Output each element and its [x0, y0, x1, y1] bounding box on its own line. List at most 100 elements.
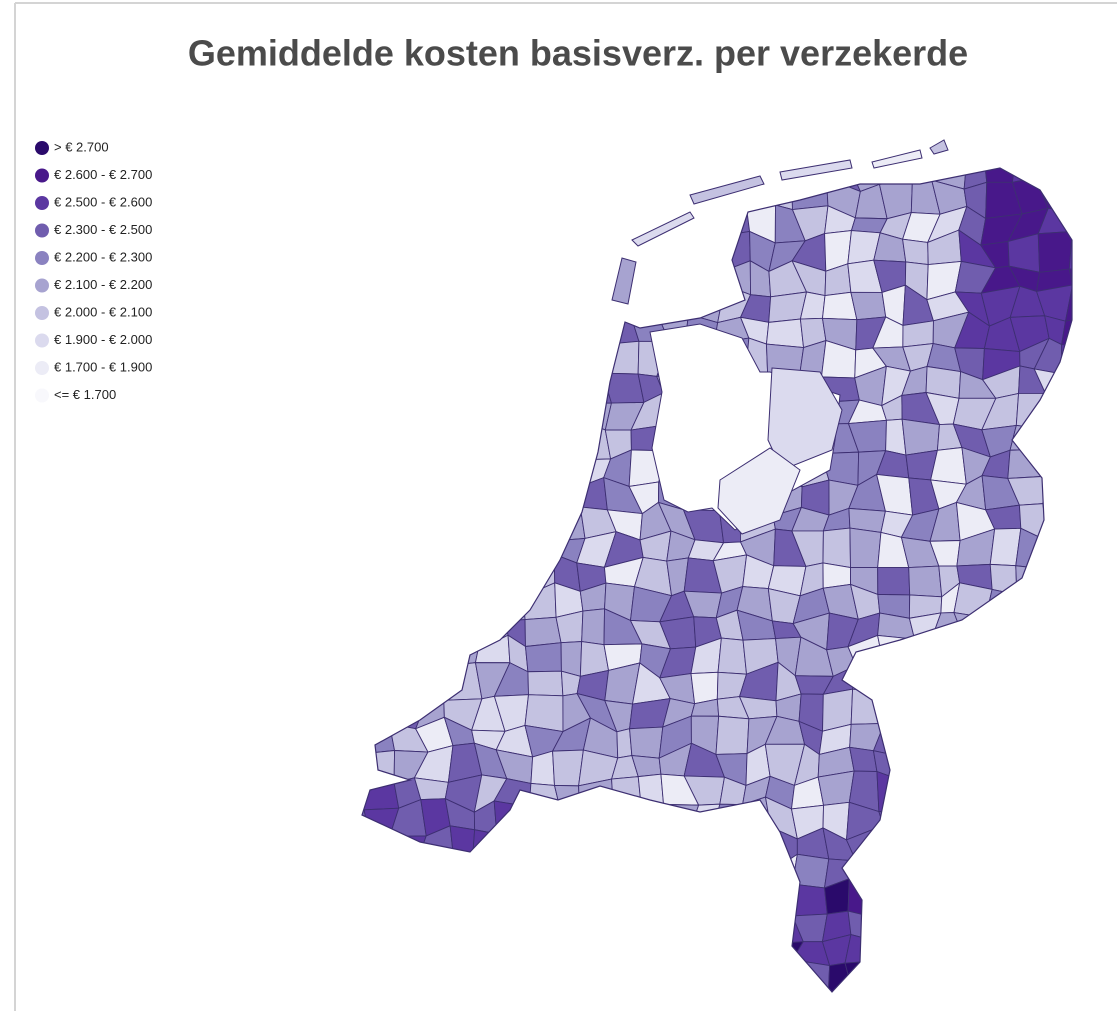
municipality [823, 563, 851, 588]
municipality [927, 860, 964, 891]
municipality [527, 124, 561, 162]
municipality [1061, 907, 1103, 939]
municipality [965, 775, 996, 811]
municipality [714, 937, 749, 964]
municipality [848, 126, 884, 164]
municipality [737, 909, 772, 945]
legend-label: <= € 1.700 [54, 387, 116, 402]
municipality [931, 751, 966, 776]
municipality [554, 785, 579, 810]
municipality [875, 882, 904, 918]
municipality [416, 883, 450, 914]
municipality [1009, 613, 1039, 641]
municipality [338, 750, 361, 784]
municipality [497, 560, 532, 597]
municipality [718, 638, 746, 674]
municipality [335, 426, 366, 457]
municipality [555, 943, 584, 962]
municipality [579, 963, 616, 998]
municipality [1043, 123, 1069, 163]
municipality [633, 259, 663, 296]
municipality [907, 692, 930, 723]
municipality [416, 342, 450, 372]
municipality [1070, 423, 1095, 452]
municipality [369, 836, 391, 863]
municipality [475, 127, 509, 159]
municipality [333, 694, 371, 726]
municipality [967, 753, 994, 776]
municipality [982, 805, 1012, 837]
municipality [982, 835, 1017, 861]
municipality [850, 747, 877, 771]
municipality [336, 288, 373, 325]
municipality [750, 126, 771, 162]
municipality [390, 836, 427, 863]
municipality [954, 613, 988, 644]
municipality [1069, 156, 1094, 185]
municipality [362, 234, 394, 268]
municipality [371, 321, 396, 352]
municipality [523, 987, 552, 1011]
municipality [416, 289, 456, 325]
municipality [475, 347, 506, 369]
municipality [691, 672, 718, 703]
municipality [1046, 695, 1076, 730]
municipality [421, 504, 454, 534]
municipality [394, 351, 427, 371]
municipality [551, 997, 578, 1011]
municipality [1072, 993, 1099, 1011]
municipality [392, 638, 426, 674]
municipality [497, 834, 533, 865]
municipality [469, 239, 509, 270]
municipality [928, 825, 965, 867]
municipality [555, 185, 588, 212]
municipality [927, 696, 966, 726]
municipality [333, 156, 366, 190]
municipality [474, 367, 496, 404]
municipality [504, 527, 532, 562]
municipality [524, 287, 563, 320]
municipality [441, 663, 482, 701]
municipality [986, 933, 1016, 970]
municipality [605, 807, 641, 829]
municipality [712, 124, 752, 157]
municipality [423, 164, 452, 186]
municipality [845, 961, 885, 1002]
municipality [1064, 773, 1101, 808]
municipality [927, 723, 966, 753]
legend-label: € 2.600 - € 2.700 [54, 167, 152, 182]
municipality [605, 824, 644, 863]
municipality [962, 696, 987, 730]
municipality [765, 884, 792, 916]
municipality [470, 961, 507, 1000]
municipality [391, 993, 420, 1011]
municipality [1012, 825, 1043, 860]
municipality [525, 617, 561, 646]
municipality [956, 911, 986, 948]
municipality [1061, 880, 1103, 913]
municipality [359, 750, 394, 782]
municipality [1012, 748, 1038, 782]
municipality [553, 750, 584, 786]
municipality [1043, 476, 1070, 503]
municipality [1008, 907, 1046, 936]
legend-label: € 2.300 - € 2.500 [54, 222, 152, 237]
municipality [416, 582, 455, 621]
map-title: Gemiddelde kosten basisverz. per verzeke… [188, 33, 968, 74]
municipality [851, 689, 884, 724]
municipality [398, 910, 427, 938]
municipality [992, 987, 1021, 1011]
municipality [333, 995, 368, 1011]
municipality [965, 807, 996, 838]
municipality [637, 994, 662, 1011]
municipality [476, 155, 510, 185]
municipality [522, 206, 560, 245]
municipality [442, 880, 480, 912]
municipality [668, 907, 690, 938]
municipality [908, 775, 940, 812]
municipality [775, 960, 794, 999]
municipality [927, 881, 968, 913]
municipality [630, 727, 663, 758]
municipality [906, 665, 930, 702]
municipality [744, 944, 780, 968]
